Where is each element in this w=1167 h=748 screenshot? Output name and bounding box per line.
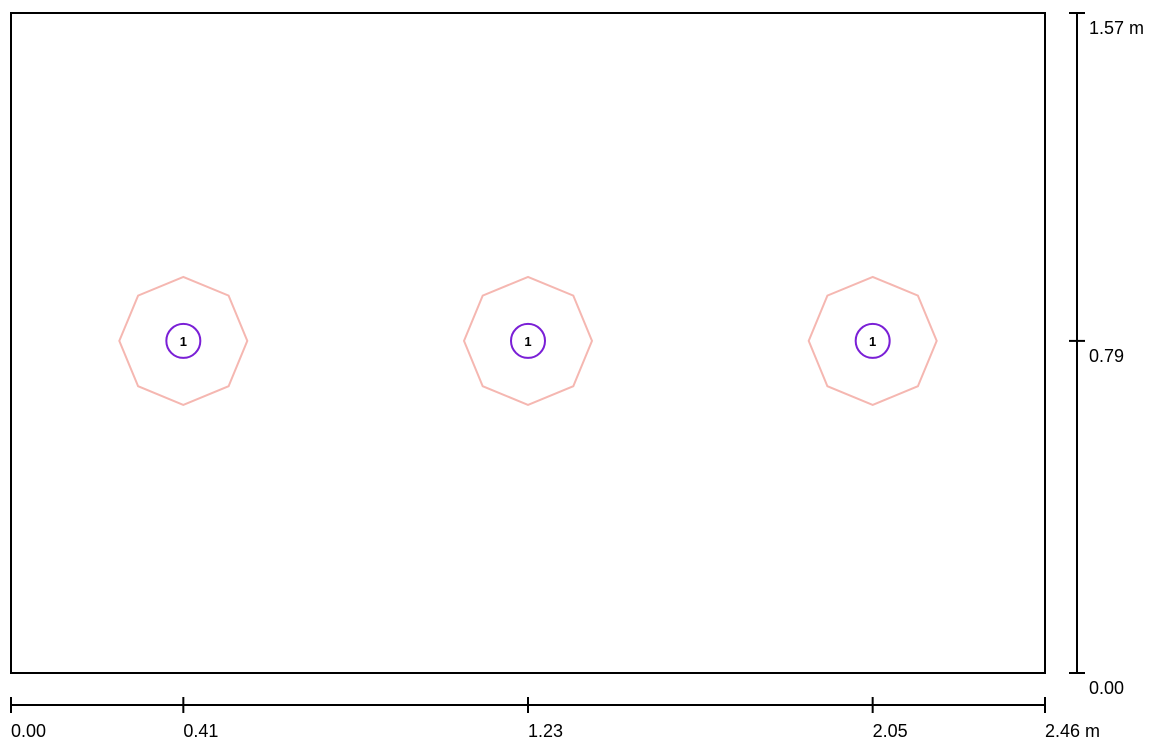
luminaire-marker [510, 322, 546, 359]
room-outline [10, 12, 1046, 674]
y-dimension-label: 0.79 [1089, 346, 1124, 366]
x-dimension-label: 0.00 [11, 721, 46, 741]
luminaire-outline [807, 275, 938, 406]
luminaire-label: 1 [180, 334, 187, 349]
luminaire-outline [118, 275, 249, 406]
luminaire-outline [462, 275, 594, 406]
luminaire-label: 1 [869, 334, 876, 349]
luminaire-marker [854, 322, 891, 359]
x-dimension-label: 2.46 m [1045, 721, 1100, 741]
x-dimension-label: 1.23 [528, 721, 563, 741]
luminaire-label: 1 [524, 334, 531, 349]
y-dimension-label: 1.57 m [1089, 18, 1144, 38]
x-dimension-label: 0.41 [183, 721, 218, 741]
y-dimension-label: 0.00 [1089, 678, 1124, 698]
x-dimension-label: 2.05 [873, 721, 908, 741]
luminaire-marker [165, 322, 202, 359]
